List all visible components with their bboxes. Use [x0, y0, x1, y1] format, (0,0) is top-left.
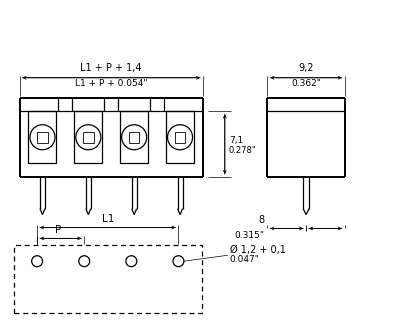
Bar [74, 112, 102, 163]
Bar [28, 112, 56, 163]
Text: 9,2: 9,2 [298, 63, 314, 73]
Text: P: P [54, 225, 61, 235]
Text: 0.362": 0.362" [291, 79, 321, 88]
Text: 8: 8 [258, 214, 264, 224]
Bar [175, 132, 185, 142]
Text: L1 + P + 1,4: L1 + P + 1,4 [80, 63, 142, 73]
Bar [120, 112, 148, 163]
Text: 0.278": 0.278" [229, 146, 256, 155]
Bar [37, 132, 48, 142]
Bar [83, 132, 94, 142]
Text: Ø 1,2 + 0,1: Ø 1,2 + 0,1 [230, 245, 286, 255]
Bar [166, 112, 194, 163]
Bar [129, 132, 140, 142]
Text: L1 + P + 0.054": L1 + P + 0.054" [75, 79, 148, 88]
Bar [14, 245, 202, 313]
Text: 0.315": 0.315" [234, 231, 264, 240]
Text: 7,1: 7,1 [229, 136, 243, 145]
Text: L1: L1 [102, 213, 114, 223]
Text: 0.047": 0.047" [230, 255, 260, 264]
